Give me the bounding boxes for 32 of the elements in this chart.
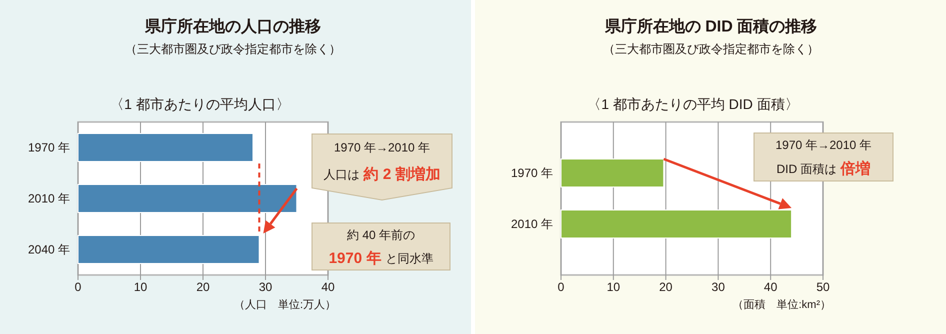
chart-subtitle: （三大都市圏及び政令指定都市を除く）	[603, 42, 819, 56]
x-tick-label: 40	[764, 280, 778, 294]
text: と同水準	[385, 251, 434, 266]
x-tick-label: 0	[558, 280, 565, 294]
annotation: DID 面積は	[776, 162, 836, 176]
x-tick-label: 20	[196, 280, 210, 294]
text: 〈1 都市あたりの平均人口〉	[110, 96, 290, 112]
y-tick-label: 2010 年	[510, 217, 553, 231]
x-tick-label: 20	[659, 280, 673, 294]
x-tick-label: 0	[74, 280, 82, 294]
y-tick-label: 1970 年	[28, 140, 70, 154]
x-tick-label: 10	[606, 280, 620, 294]
text: 約 40 年前の	[346, 228, 416, 242]
y-tick-label: 2040 年	[28, 242, 70, 256]
text: 〈1 都市あたりの平均 DID 面積〉	[587, 96, 799, 112]
annotation: 人口は	[324, 168, 360, 182]
text: 1970 年	[328, 250, 382, 267]
chart-title: 県庁所在地の DID 面積の推移	[604, 16, 818, 36]
annotation: 1970 年→2010 年	[775, 138, 872, 152]
text: 1970 年→2010 年	[334, 140, 430, 154]
x-tick-label: 40	[321, 280, 335, 294]
y-tick-label: 2010 年	[28, 192, 70, 206]
chart-title: 県庁所在地の人口の推移	[144, 16, 321, 36]
x-tick-label: 30	[712, 280, 726, 294]
x-tick-label: 50	[816, 280, 830, 294]
x-axis-title: （人口 単位:万人）	[234, 299, 336, 311]
x-axis-title: （面積 単位:km²）	[732, 299, 831, 311]
chart-subtitle: （三大都市圏及び政令指定都市を除く）	[125, 42, 341, 56]
text: 倍増	[840, 160, 870, 178]
x-tick-label: 30	[258, 280, 272, 294]
text: 約 2 割増加	[362, 165, 440, 183]
x-tick-label: 10	[134, 280, 148, 294]
